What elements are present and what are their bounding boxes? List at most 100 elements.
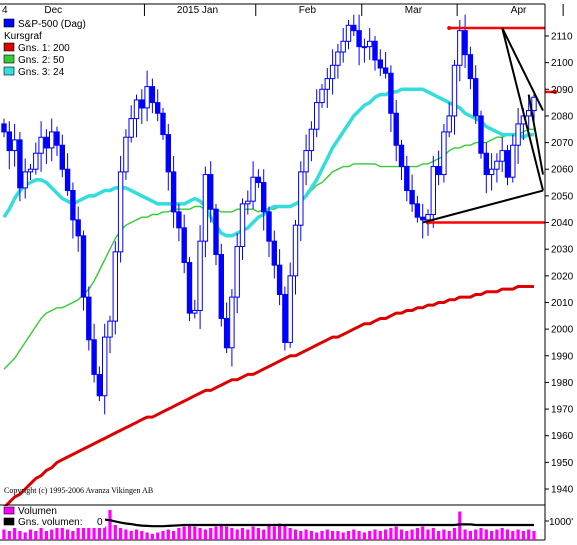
volume-bar bbox=[299, 531, 303, 540]
candle-body bbox=[149, 86, 156, 104]
candle-body bbox=[43, 136, 50, 149]
candle-body bbox=[123, 136, 129, 173]
candle-body bbox=[6, 131, 12, 152]
legend-label: Gns. 1: 200 bbox=[18, 43, 70, 54]
candle-body bbox=[64, 168, 71, 192]
x-axis-label: Apr bbox=[511, 5, 527, 16]
volume-bar bbox=[60, 526, 64, 540]
candle-body bbox=[239, 203, 246, 248]
volume-bar bbox=[140, 531, 144, 540]
volume-bar bbox=[76, 528, 80, 540]
volume-bar bbox=[394, 526, 398, 540]
volume-bar bbox=[150, 534, 154, 540]
trendline bbox=[527, 94, 544, 175]
volume-bar bbox=[352, 529, 356, 540]
volume-bar bbox=[246, 529, 250, 540]
candle-body bbox=[483, 152, 490, 176]
candle-body bbox=[208, 174, 214, 210]
annotations bbox=[422, 25, 558, 225]
candle-body bbox=[112, 251, 118, 322]
candle-body bbox=[234, 246, 240, 298]
legend-swatch bbox=[3, 54, 15, 64]
volume-bar bbox=[442, 529, 446, 540]
volume-bar bbox=[267, 525, 271, 540]
volume-axis-label: 1000' bbox=[549, 517, 573, 528]
volume-bar bbox=[458, 511, 462, 540]
candle-body bbox=[473, 78, 479, 117]
candle-body bbox=[393, 112, 399, 146]
candle-body bbox=[218, 254, 225, 319]
candle-body bbox=[488, 168, 495, 176]
candle-body bbox=[202, 174, 209, 242]
candle-body bbox=[478, 115, 484, 154]
candles bbox=[1, 14, 537, 415]
candle-body bbox=[1, 123, 7, 133]
candle-body bbox=[345, 24, 352, 42]
volume-bar bbox=[447, 531, 451, 540]
candle-body bbox=[298, 171, 304, 226]
candle-body bbox=[287, 275, 293, 343]
volume-bar bbox=[71, 531, 75, 540]
candle-body bbox=[245, 200, 251, 205]
volume-bar bbox=[521, 531, 525, 540]
volume-bar bbox=[479, 528, 483, 540]
candle-body bbox=[446, 115, 452, 133]
volume-bar bbox=[134, 529, 139, 540]
volume-bar bbox=[320, 531, 324, 540]
volume-bar bbox=[219, 525, 223, 540]
trendline bbox=[501, 27, 544, 191]
volume-bar bbox=[225, 526, 229, 540]
candle-body bbox=[213, 208, 219, 255]
volume-bar bbox=[309, 531, 313, 540]
candle-body bbox=[526, 110, 532, 117]
candle-body bbox=[308, 128, 315, 152]
volume-bar bbox=[235, 529, 239, 540]
y-tick-label: 2110 bbox=[551, 31, 573, 42]
candle-body bbox=[372, 40, 378, 61]
candle-body bbox=[176, 211, 182, 229]
candle-body bbox=[377, 59, 384, 69]
legend-header: Kursgraf bbox=[4, 31, 42, 42]
volume-bar bbox=[315, 532, 319, 540]
candle-body bbox=[165, 134, 172, 173]
candle-body bbox=[420, 216, 426, 221]
candle-body bbox=[107, 320, 113, 338]
volume-bar bbox=[336, 531, 340, 540]
resistance-endpoint bbox=[553, 89, 558, 94]
y-tick-label: 1950 bbox=[551, 458, 574, 469]
volume-bar bbox=[532, 531, 536, 540]
legend-swatch bbox=[3, 18, 15, 28]
volume-bar bbox=[187, 525, 192, 540]
volume-bar bbox=[378, 531, 382, 540]
candle-body bbox=[504, 150, 511, 178]
candle-body bbox=[467, 54, 474, 80]
candle-body bbox=[96, 373, 103, 397]
candle-body bbox=[86, 296, 92, 341]
candle-body bbox=[155, 102, 161, 114]
candle-body bbox=[388, 72, 394, 114]
candle-body bbox=[102, 336, 108, 397]
y-tick-label: 2100 bbox=[551, 58, 574, 69]
volume-bar bbox=[495, 529, 499, 540]
volume-bar bbox=[362, 532, 366, 540]
candle-body bbox=[451, 64, 458, 117]
volume-bar bbox=[66, 529, 70, 540]
volume-bar bbox=[2, 529, 6, 540]
candle-body bbox=[70, 190, 76, 221]
volume-bar bbox=[431, 528, 435, 540]
candle-body bbox=[133, 99, 140, 120]
volume-bar bbox=[161, 531, 165, 540]
candle-body bbox=[186, 261, 193, 314]
volume-legend-label: Volumen bbox=[18, 506, 57, 517]
candle-body bbox=[409, 190, 415, 205]
volume-bar bbox=[34, 531, 38, 540]
y-tick-label: 2050 bbox=[551, 191, 574, 202]
candle-body bbox=[319, 88, 325, 104]
volume-bar bbox=[505, 529, 510, 540]
x-axis-label: 2015 Jan bbox=[177, 5, 218, 16]
volume-bar bbox=[18, 531, 22, 540]
candle-body bbox=[494, 160, 500, 170]
